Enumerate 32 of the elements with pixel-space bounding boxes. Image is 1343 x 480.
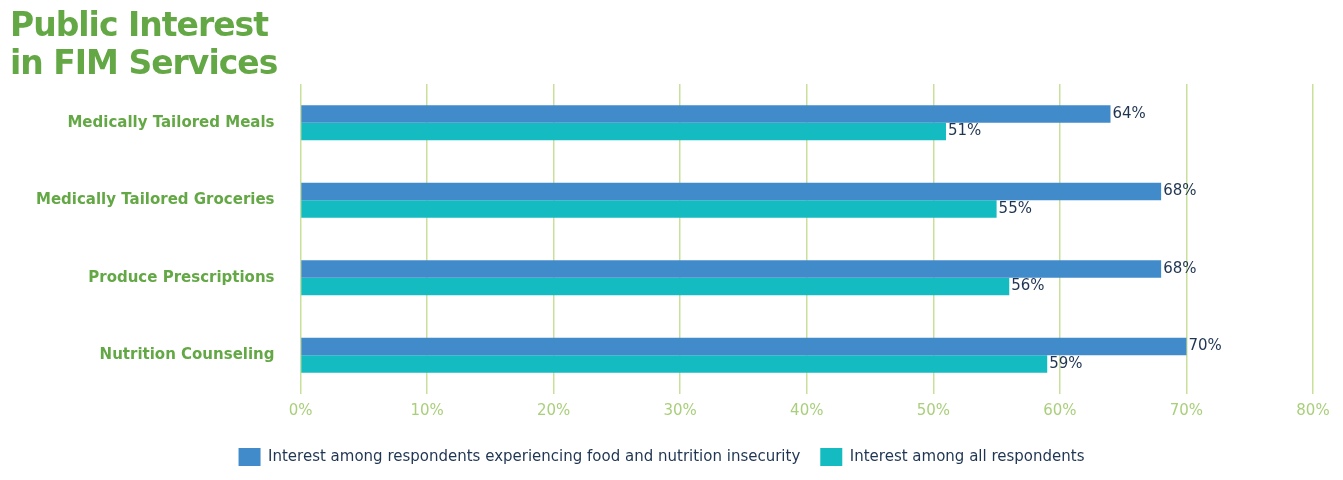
bar — [301, 122, 946, 141]
x-tick-label: 20% — [536, 400, 571, 419]
bar — [301, 355, 1048, 373]
bar — [301, 260, 1162, 278]
data-label: 51% — [947, 121, 982, 140]
x-tick-label: 80% — [1296, 400, 1330, 419]
data-label: 70% — [1188, 336, 1222, 355]
legend-label: Interest among respondents experiencing food and nutrition insecurity — [268, 446, 801, 465]
y-tick-label: Medically Tailored Meals — [67, 112, 275, 131]
x-tick-label: 40% — [790, 400, 824, 419]
data-label: 64% — [1112, 103, 1146, 122]
x-tick-label: 10% — [410, 400, 444, 419]
x-tick-label: 30% — [663, 400, 697, 419]
y-tick-label: Produce Prescriptions — [88, 267, 275, 286]
data-label: 55% — [998, 198, 1032, 217]
data-label: 68% — [1163, 258, 1197, 277]
data-label: 56% — [1011, 276, 1045, 295]
data-label: 68% — [1163, 181, 1197, 200]
x-tick-label: 70% — [1169, 400, 1204, 419]
bar — [301, 277, 1010, 296]
x-tick-label: 50% — [916, 400, 950, 419]
legend-label: Interest among all respondents — [849, 446, 1085, 465]
y-tick-label: Medically Tailored Groceries — [35, 190, 275, 209]
bar — [301, 337, 1187, 356]
x-tick-label: 0% — [288, 400, 313, 419]
bar — [301, 182, 1162, 201]
data-label: 59% — [1049, 353, 1083, 372]
bar — [301, 105, 1111, 123]
y-tick-label: Nutrition Counseling — [99, 345, 275, 364]
x-tick-label: 60% — [1043, 400, 1077, 419]
bar — [301, 200, 997, 218]
chart-title: Public Interest in FIM Services — [10, 5, 279, 82]
